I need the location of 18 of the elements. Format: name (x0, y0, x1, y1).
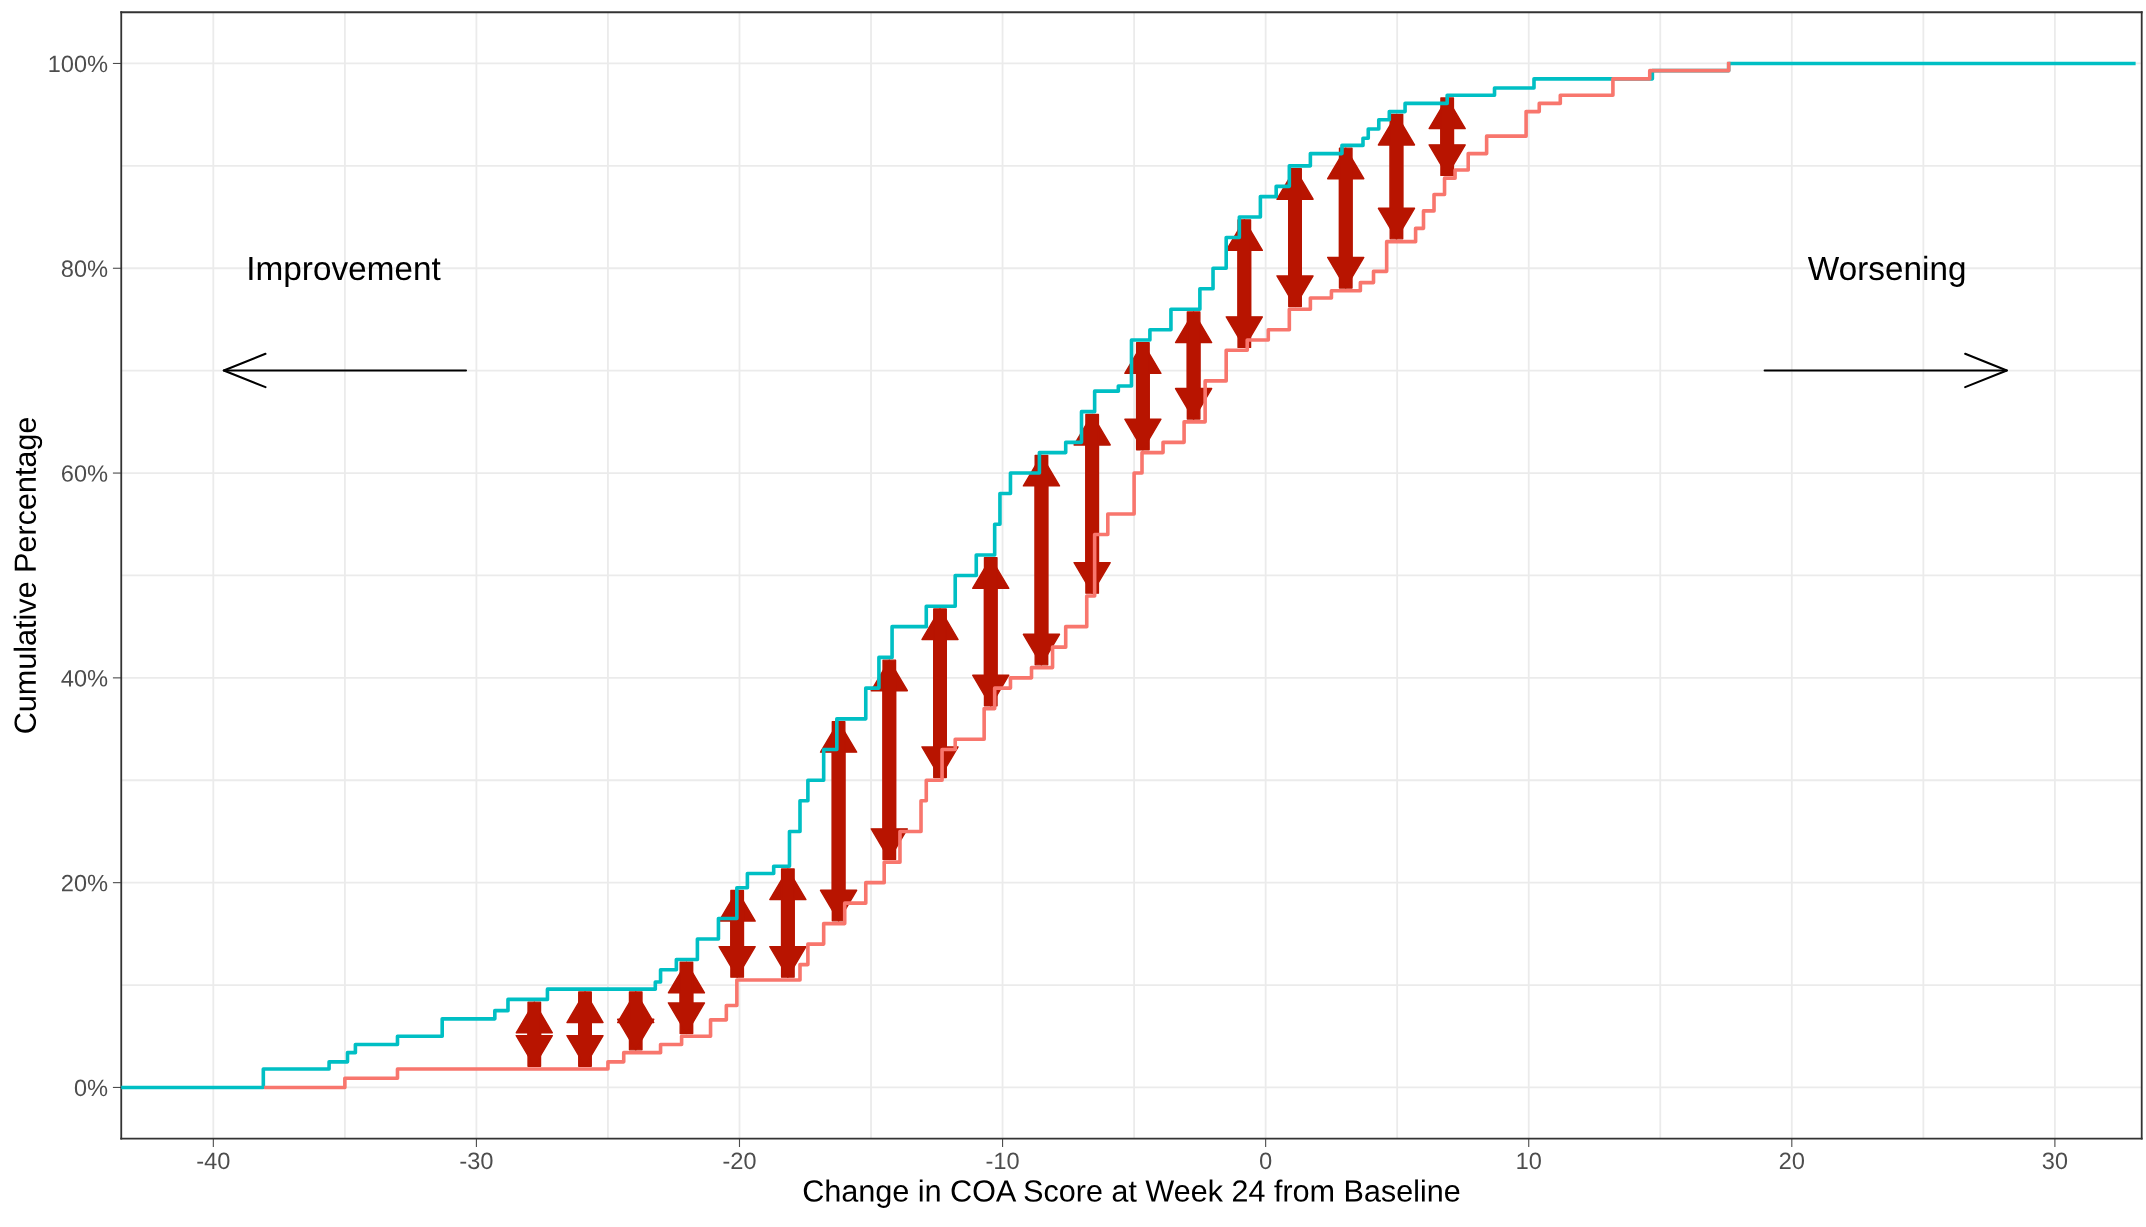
annotation: Improvement (249, 257, 441, 287)
y-tick-label: 40% (61, 669, 108, 687)
x-tick-label: -30 (460, 1152, 493, 1170)
x-tick-label: 30 (2042, 1152, 2068, 1170)
x-tick-label: -40 (197, 1152, 230, 1170)
x-tick-label: 10 (1517, 1152, 1541, 1170)
x-tick-label: -20 (723, 1152, 756, 1170)
y-tick-label: 20% (61, 874, 108, 892)
x-tick-label: 20 (1779, 1152, 1805, 1170)
x-tick-label: -10 (986, 1152, 1019, 1170)
x-tick-label: 0 (1260, 1152, 1272, 1170)
y-tick-label: 0% (74, 1079, 108, 1097)
y-tick-label: 100% (49, 55, 108, 73)
y-tick-label: 60% (62, 465, 108, 482)
y-axis-title: Cumulative Percentage (13, 418, 43, 733)
y-tick-label: 80% (61, 260, 108, 278)
x-axis-title: Change in COA Score at Week 24 from Baseline (803, 1179, 1460, 1208)
annotation: Worsening (1807, 255, 1965, 287)
